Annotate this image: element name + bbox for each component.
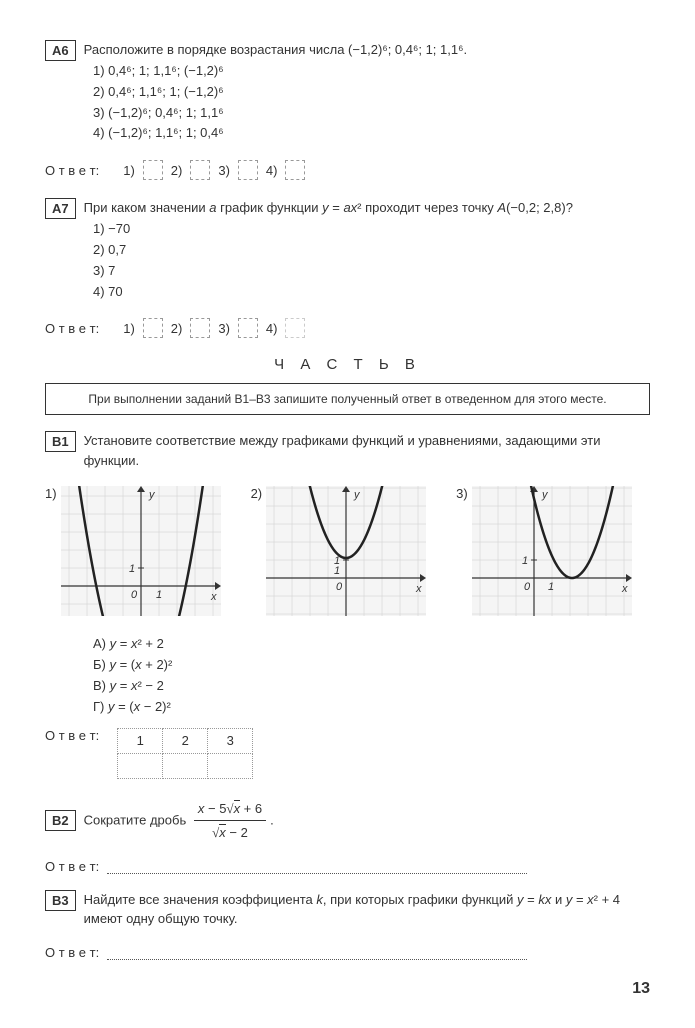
q-text-b2: Сократите дробь x − 5√x + 6 √x − 2 . xyxy=(84,799,650,843)
fraction-denominator: √x − 2 xyxy=(194,821,266,843)
table-cell[interactable] xyxy=(208,753,253,778)
answer-line-b2: О т в е т: xyxy=(45,859,650,874)
graph-2: 2) 011xy xyxy=(251,486,427,616)
answer-box[interactable] xyxy=(190,160,210,180)
question-a7: А7 При каком значении a график функции y… xyxy=(45,198,650,302)
answer-num: 4) xyxy=(266,321,278,336)
option: 4) 70 xyxy=(93,282,650,303)
graph-svg-3: 011xy xyxy=(472,486,632,616)
answer-label: О т в е т: xyxy=(45,163,99,178)
q-label-a6: А6 xyxy=(45,40,76,61)
svg-text:0: 0 xyxy=(336,581,343,593)
option: 1) −70 xyxy=(93,219,650,240)
answer-label: О т в е т: xyxy=(45,859,99,874)
graph-svg-2: 011xy xyxy=(266,486,426,616)
answer-num: 1) xyxy=(123,321,135,336)
option: 4) (−1,2)⁶; 1,1⁶; 1; 0,4⁶ xyxy=(93,123,650,144)
q-label-b3: В3 xyxy=(45,890,76,911)
table-cell[interactable] xyxy=(163,753,208,778)
option: 3) (−1,2)⁶; 0,4⁶; 1; 1,1⁶ xyxy=(93,103,650,124)
svg-text:1: 1 xyxy=(156,589,162,601)
svg-text:x: x xyxy=(415,583,422,595)
svg-text:x: x xyxy=(210,591,217,603)
options-a7: 1) −70 2) 0,7 3) 7 4) 70 xyxy=(93,219,650,302)
graphs-row: 1) 011xy 2) 011xy 3) 011xy xyxy=(45,486,650,616)
answer-label: О т в е т: xyxy=(45,945,99,960)
svg-text:0: 0 xyxy=(131,589,138,601)
answer-table-b1: 1 2 3 xyxy=(117,728,253,779)
option: 2) 0,4⁶; 1,1⁶; 1; (−1,2)⁶ xyxy=(93,82,650,103)
table-cell[interactable] xyxy=(118,753,163,778)
svg-text:1: 1 xyxy=(522,555,528,567)
option: Б) y = (x + 2)² xyxy=(93,655,650,676)
answer-underline[interactable] xyxy=(107,861,527,874)
graph-label: 3) xyxy=(456,486,468,501)
option: 1) 0,4⁶; 1; 1,1⁶; (−1,2)⁶ xyxy=(93,61,650,82)
q-text-a6: Расположите в порядке возрастания числа … xyxy=(84,40,650,60)
fraction: x − 5√x + 6 √x − 2 xyxy=(194,799,266,843)
answer-num: 2) xyxy=(171,163,183,178)
answer-num: 3) xyxy=(218,163,230,178)
table-header: 2 xyxy=(163,728,208,753)
graph-label: 2) xyxy=(251,486,263,501)
svg-text:x: x xyxy=(621,583,628,595)
answer-box[interactable] xyxy=(238,318,258,338)
option: 2) 0,7 xyxy=(93,240,650,261)
q-label-a7: А7 xyxy=(45,198,76,219)
answer-num: 1) xyxy=(123,163,135,178)
options-a6: 1) 0,4⁶; 1; 1,1⁶; (−1,2)⁶ 2) 0,4⁶; 1,1⁶;… xyxy=(93,61,650,144)
answer-line-b3: О т в е т: xyxy=(45,945,650,960)
answer-box[interactable] xyxy=(143,318,163,338)
option: А) y = x² + 2 xyxy=(93,634,650,655)
instruction-box: При выполнении заданий В1–В3 запишите по… xyxy=(45,383,650,415)
graph-label: 1) xyxy=(45,486,57,501)
answer-label: О т в е т: xyxy=(45,728,99,743)
q-text-b1: Установите соответствие между графиками … xyxy=(84,431,650,470)
svg-text:0: 0 xyxy=(524,581,531,593)
svg-text:1: 1 xyxy=(334,555,340,567)
question-b3: В3 Найдите все значения коэффициента k, … xyxy=(45,890,650,929)
answer-row-a6: О т в е т: 1) 2) 3) 4) xyxy=(45,160,650,180)
options-b1: А) y = x² + 2 Б) y = (x + 2)² В) y = x² … xyxy=(93,634,650,717)
answer-underline[interactable] xyxy=(107,947,527,960)
answer-box[interactable] xyxy=(238,160,258,180)
question-b1: В1 Установите соответствие между графика… xyxy=(45,431,650,470)
answer-box[interactable] xyxy=(285,160,305,180)
q-label-b1: В1 xyxy=(45,431,76,452)
answer-label: О т в е т: xyxy=(45,321,99,336)
option: Г) y = (x − 2)² xyxy=(93,697,650,718)
q-text-a7: При каком значении a график функции y = … xyxy=(84,198,650,218)
svg-text:1: 1 xyxy=(129,563,135,575)
page-number: 13 xyxy=(45,980,650,998)
fraction-numerator: x − 5√x + 6 xyxy=(194,799,266,822)
svg-text:1: 1 xyxy=(548,581,554,593)
answer-row-b1: О т в е т: 1 2 3 xyxy=(45,728,650,779)
question-a6: А6 Расположите в порядке возрастания чис… xyxy=(45,40,650,144)
answer-num: 4) xyxy=(266,163,278,178)
q-label-b2: В2 xyxy=(45,810,76,831)
answer-num: 2) xyxy=(171,321,183,336)
question-b2: В2 Сократите дробь x − 5√x + 6 √x − 2 . xyxy=(45,799,650,843)
answer-num: 3) xyxy=(218,321,230,336)
section-title-b: Ч А С Т Ь В xyxy=(45,356,650,373)
q-text-b3: Найдите все значения коэффициента k, при… xyxy=(84,890,650,929)
graph-svg-1: 011xy xyxy=(61,486,221,616)
option: В) y = x² − 2 xyxy=(93,676,650,697)
graph-1: 1) 011xy xyxy=(45,486,221,616)
answer-box[interactable] xyxy=(143,160,163,180)
answer-box[interactable] xyxy=(190,318,210,338)
option: 3) 7 xyxy=(93,261,650,282)
table-header: 3 xyxy=(208,728,253,753)
graph-3: 3) 011xy xyxy=(456,486,632,616)
answer-box[interactable] xyxy=(285,318,305,338)
table-header: 1 xyxy=(118,728,163,753)
answer-row-a7: О т в е т: 1) 2) 3) 4) xyxy=(45,318,650,338)
